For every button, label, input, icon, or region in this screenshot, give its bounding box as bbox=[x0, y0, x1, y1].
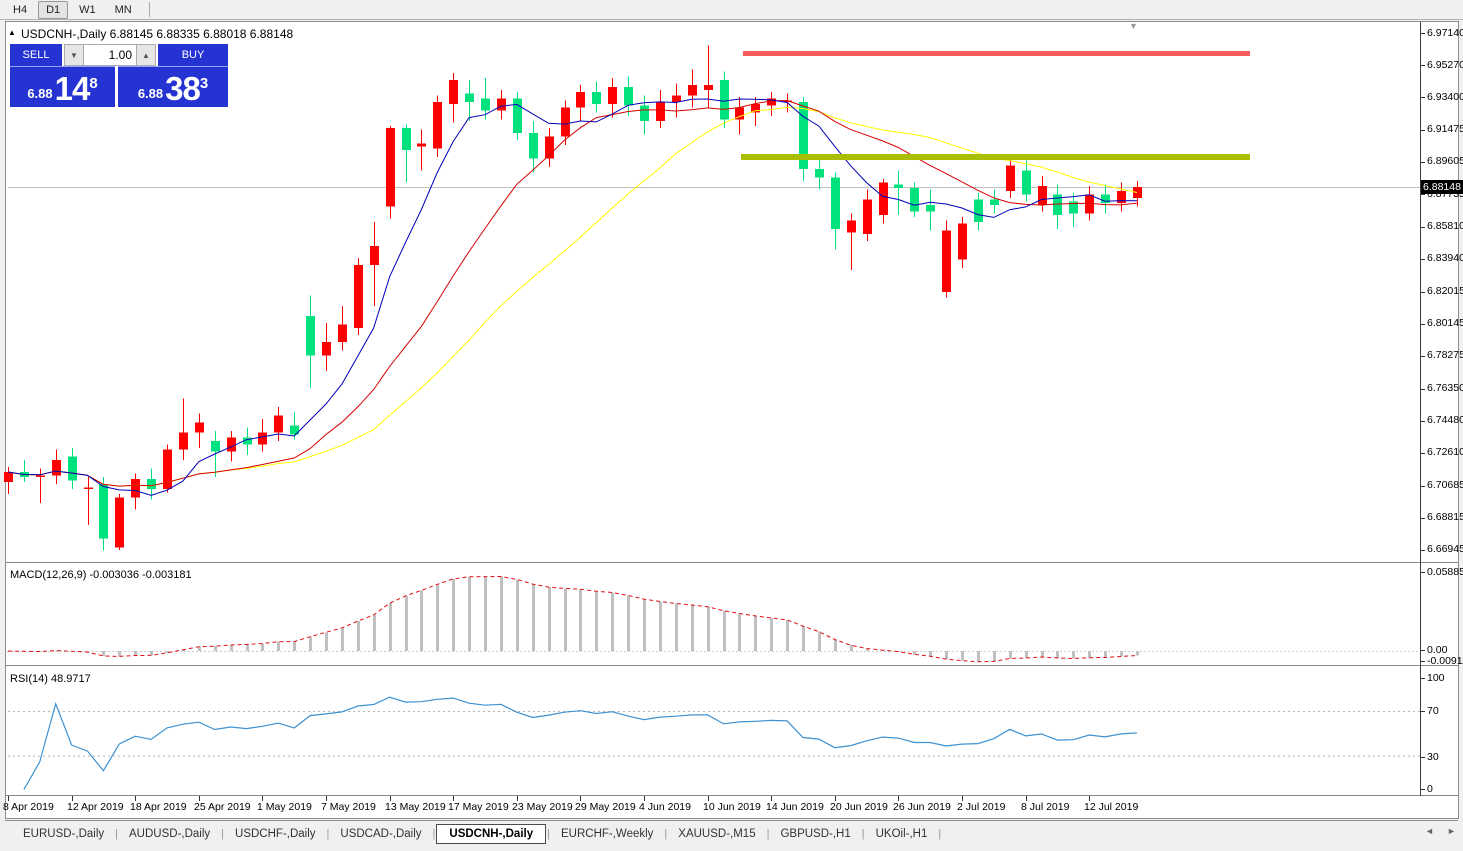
buy-price-small: 6.88 bbox=[137, 86, 164, 101]
pane-divider-macd-rsi[interactable] bbox=[5, 665, 1458, 666]
volume-decrease-button[interactable]: ▼ bbox=[64, 44, 84, 66]
tab-separator: | bbox=[326, 828, 330, 840]
pane-divider-rsi-dates bbox=[5, 795, 1458, 796]
date-axis-label: 14 Jun 2019 bbox=[766, 801, 824, 813]
timeframe-button-h4[interactable]: H4 bbox=[13, 3, 28, 16]
price-axis-label: 6.66945 bbox=[1427, 543, 1463, 556]
tab-separator: | bbox=[938, 828, 942, 840]
tab-separator: | bbox=[861, 828, 865, 840]
date-axis-label: 13 May 2019 bbox=[385, 801, 446, 813]
sell-button[interactable]: SELL bbox=[10, 44, 62, 66]
chart-tab-audusd-daily[interactable]: AUDUSD-,Daily bbox=[129, 828, 211, 840]
chart-tab-usdchf-daily[interactable]: USDCHF-,Daily bbox=[235, 828, 316, 840]
macd-axis-label: 0.058851 bbox=[1427, 565, 1463, 578]
date-axis-label: 20 Jun 2019 bbox=[830, 801, 888, 813]
date-axis-label: 8 Jul 2019 bbox=[1021, 801, 1070, 813]
volume-input[interactable]: 1.00 bbox=[84, 44, 136, 66]
chart-tab-eurchf-weekly[interactable]: EURCHF-,Weekly bbox=[560, 828, 654, 840]
date-axis-label: 23 May 2019 bbox=[512, 801, 573, 813]
rsi-axis-label: 0 bbox=[1427, 782, 1433, 795]
buy-price-sup: 3 bbox=[199, 75, 209, 92]
rsi-axis-label: 30 bbox=[1427, 750, 1439, 763]
toolbar-separator bbox=[148, 2, 150, 17]
date-axis-label: 10 Jun 2019 bbox=[703, 801, 761, 813]
date-axis-label: 29 May 2019 bbox=[575, 801, 636, 813]
price-axis-label: 6.93400 bbox=[1427, 90, 1463, 103]
current-price-tag: 6.88148 bbox=[1421, 180, 1463, 194]
chart-tab-gbpusd-h1[interactable]: GBPUSD-,H1 bbox=[780, 828, 851, 840]
volume-increase-button[interactable]: ▲ bbox=[136, 44, 156, 66]
tab-separator: | bbox=[547, 828, 550, 840]
buy-price-big: 38 bbox=[165, 70, 201, 107]
date-axis-label: 12 Jul 2019 bbox=[1084, 801, 1139, 813]
date-axis-label: 12 Apr 2019 bbox=[67, 801, 124, 813]
sell-price-big: 14 bbox=[54, 70, 91, 107]
chart-shift-marker-icon[interactable]: ▼ bbox=[1129, 21, 1138, 31]
price-axis-label: 6.78275 bbox=[1427, 349, 1463, 362]
chart-tab-usdcad-daily[interactable]: USDCAD-,Daily bbox=[340, 828, 422, 840]
price-axis-label: 6.83940 bbox=[1427, 252, 1463, 265]
price-axis-label: 6.72610 bbox=[1427, 446, 1463, 459]
pane-divider-main-macd[interactable] bbox=[5, 562, 1458, 563]
chart-tab-usdcnh-daily[interactable]: USDCNH-,Daily bbox=[436, 824, 547, 844]
price-axis-label: 6.68815 bbox=[1427, 511, 1463, 524]
price-axis-label: 6.85810 bbox=[1427, 220, 1463, 233]
price-axis-label: 6.95270 bbox=[1427, 58, 1463, 71]
price-axis-border bbox=[1420, 22, 1421, 796]
price-axis-label: 6.82015 bbox=[1427, 285, 1463, 298]
sell-price-sup: 8 bbox=[89, 75, 98, 92]
date-axis-label: 26 Jun 2019 bbox=[893, 801, 951, 813]
buy-price-box[interactable]: 6.88 38 3 bbox=[118, 66, 228, 107]
timeframe-button-mn[interactable]: MN bbox=[114, 3, 132, 16]
date-axis-label: 25 Apr 2019 bbox=[194, 801, 251, 813]
date-axis-label: 17 May 2019 bbox=[448, 801, 509, 813]
one-click-trading-panel: SELL ▼ 1.00 ▲ BUY 6.88 14 8 6.88 38 3 bbox=[10, 44, 228, 107]
rsi-axis-label: 70 bbox=[1427, 704, 1439, 717]
chart-tab-xauusd-m15[interactable]: XAUUSD-,M15 bbox=[678, 828, 756, 840]
rsi-axis-label: 100 bbox=[1427, 671, 1445, 684]
chart-tab-ukoil-h1[interactable]: UKOil-,H1 bbox=[875, 828, 928, 840]
tab-separator: | bbox=[221, 828, 225, 840]
tab-separator: | bbox=[766, 828, 770, 840]
date-axis-label: 8 Apr 2019 bbox=[3, 801, 54, 813]
sell-price-box[interactable]: 6.88 14 8 bbox=[10, 66, 115, 107]
date-axis-label: 1 May 2019 bbox=[257, 801, 312, 813]
date-axis-label: 18 Apr 2019 bbox=[130, 801, 187, 813]
rsi-label: RSI(14) 48.9717 bbox=[10, 673, 91, 685]
date-axis-label: 7 May 2019 bbox=[321, 801, 376, 813]
date-axis-label: 4 Jun 2019 bbox=[639, 801, 691, 813]
chart-window[interactable] bbox=[5, 21, 1459, 819]
tab-separator: | bbox=[664, 828, 668, 840]
sell-price-small: 6.88 bbox=[27, 86, 53, 101]
macd-label: MACD(12,26,9) -0.003036 -0.003181 bbox=[10, 569, 192, 581]
price-axis-label: 6.80145 bbox=[1427, 317, 1463, 330]
price-axis-label: 6.74480 bbox=[1427, 414, 1463, 427]
macd-axis-label: -0.009116 bbox=[1427, 654, 1463, 667]
timeframe-toolbar: H4 D1 W1 MN bbox=[0, 0, 1463, 20]
tab-separator: | bbox=[115, 828, 119, 840]
timeframe-button-d1[interactable]: D1 bbox=[38, 0, 69, 19]
chart-title: USDCNH-,Daily 6.88145 6.88335 6.88018 6.… bbox=[21, 27, 294, 41]
price-axis-label: 6.91475 bbox=[1427, 123, 1463, 136]
tab-scroll-right-icon[interactable]: ► bbox=[1447, 826, 1456, 836]
tab-separator: | bbox=[432, 828, 436, 840]
date-axis-label: 2 Jul 2019 bbox=[957, 801, 1006, 813]
macd-axis-label: 0.00 bbox=[1427, 643, 1448, 656]
tab-scroll-left-icon[interactable]: ◄ bbox=[1425, 826, 1434, 836]
price-axis-label: 6.89605 bbox=[1427, 155, 1463, 168]
chart-tab-eurusd-daily[interactable]: EURUSD-,Daily bbox=[23, 828, 105, 840]
chart-tab-bar: EURUSD-,Daily | AUDUSD-,Daily | USDCHF-,Dail… bbox=[5, 820, 1458, 847]
price-axis-label: 6.76350 bbox=[1427, 382, 1463, 395]
collapse-panel-icon[interactable]: ▲ bbox=[8, 28, 16, 37]
price-axis-label: 6.70685 bbox=[1427, 479, 1463, 492]
spin-down-icon: ▼ bbox=[70, 50, 78, 60]
price-axis-label: 6.97140 bbox=[1427, 26, 1463, 39]
buy-button[interactable]: BUY bbox=[158, 44, 228, 66]
spin-up-icon: ▲ bbox=[142, 50, 150, 60]
timeframe-button-w1[interactable]: W1 bbox=[79, 3, 96, 16]
